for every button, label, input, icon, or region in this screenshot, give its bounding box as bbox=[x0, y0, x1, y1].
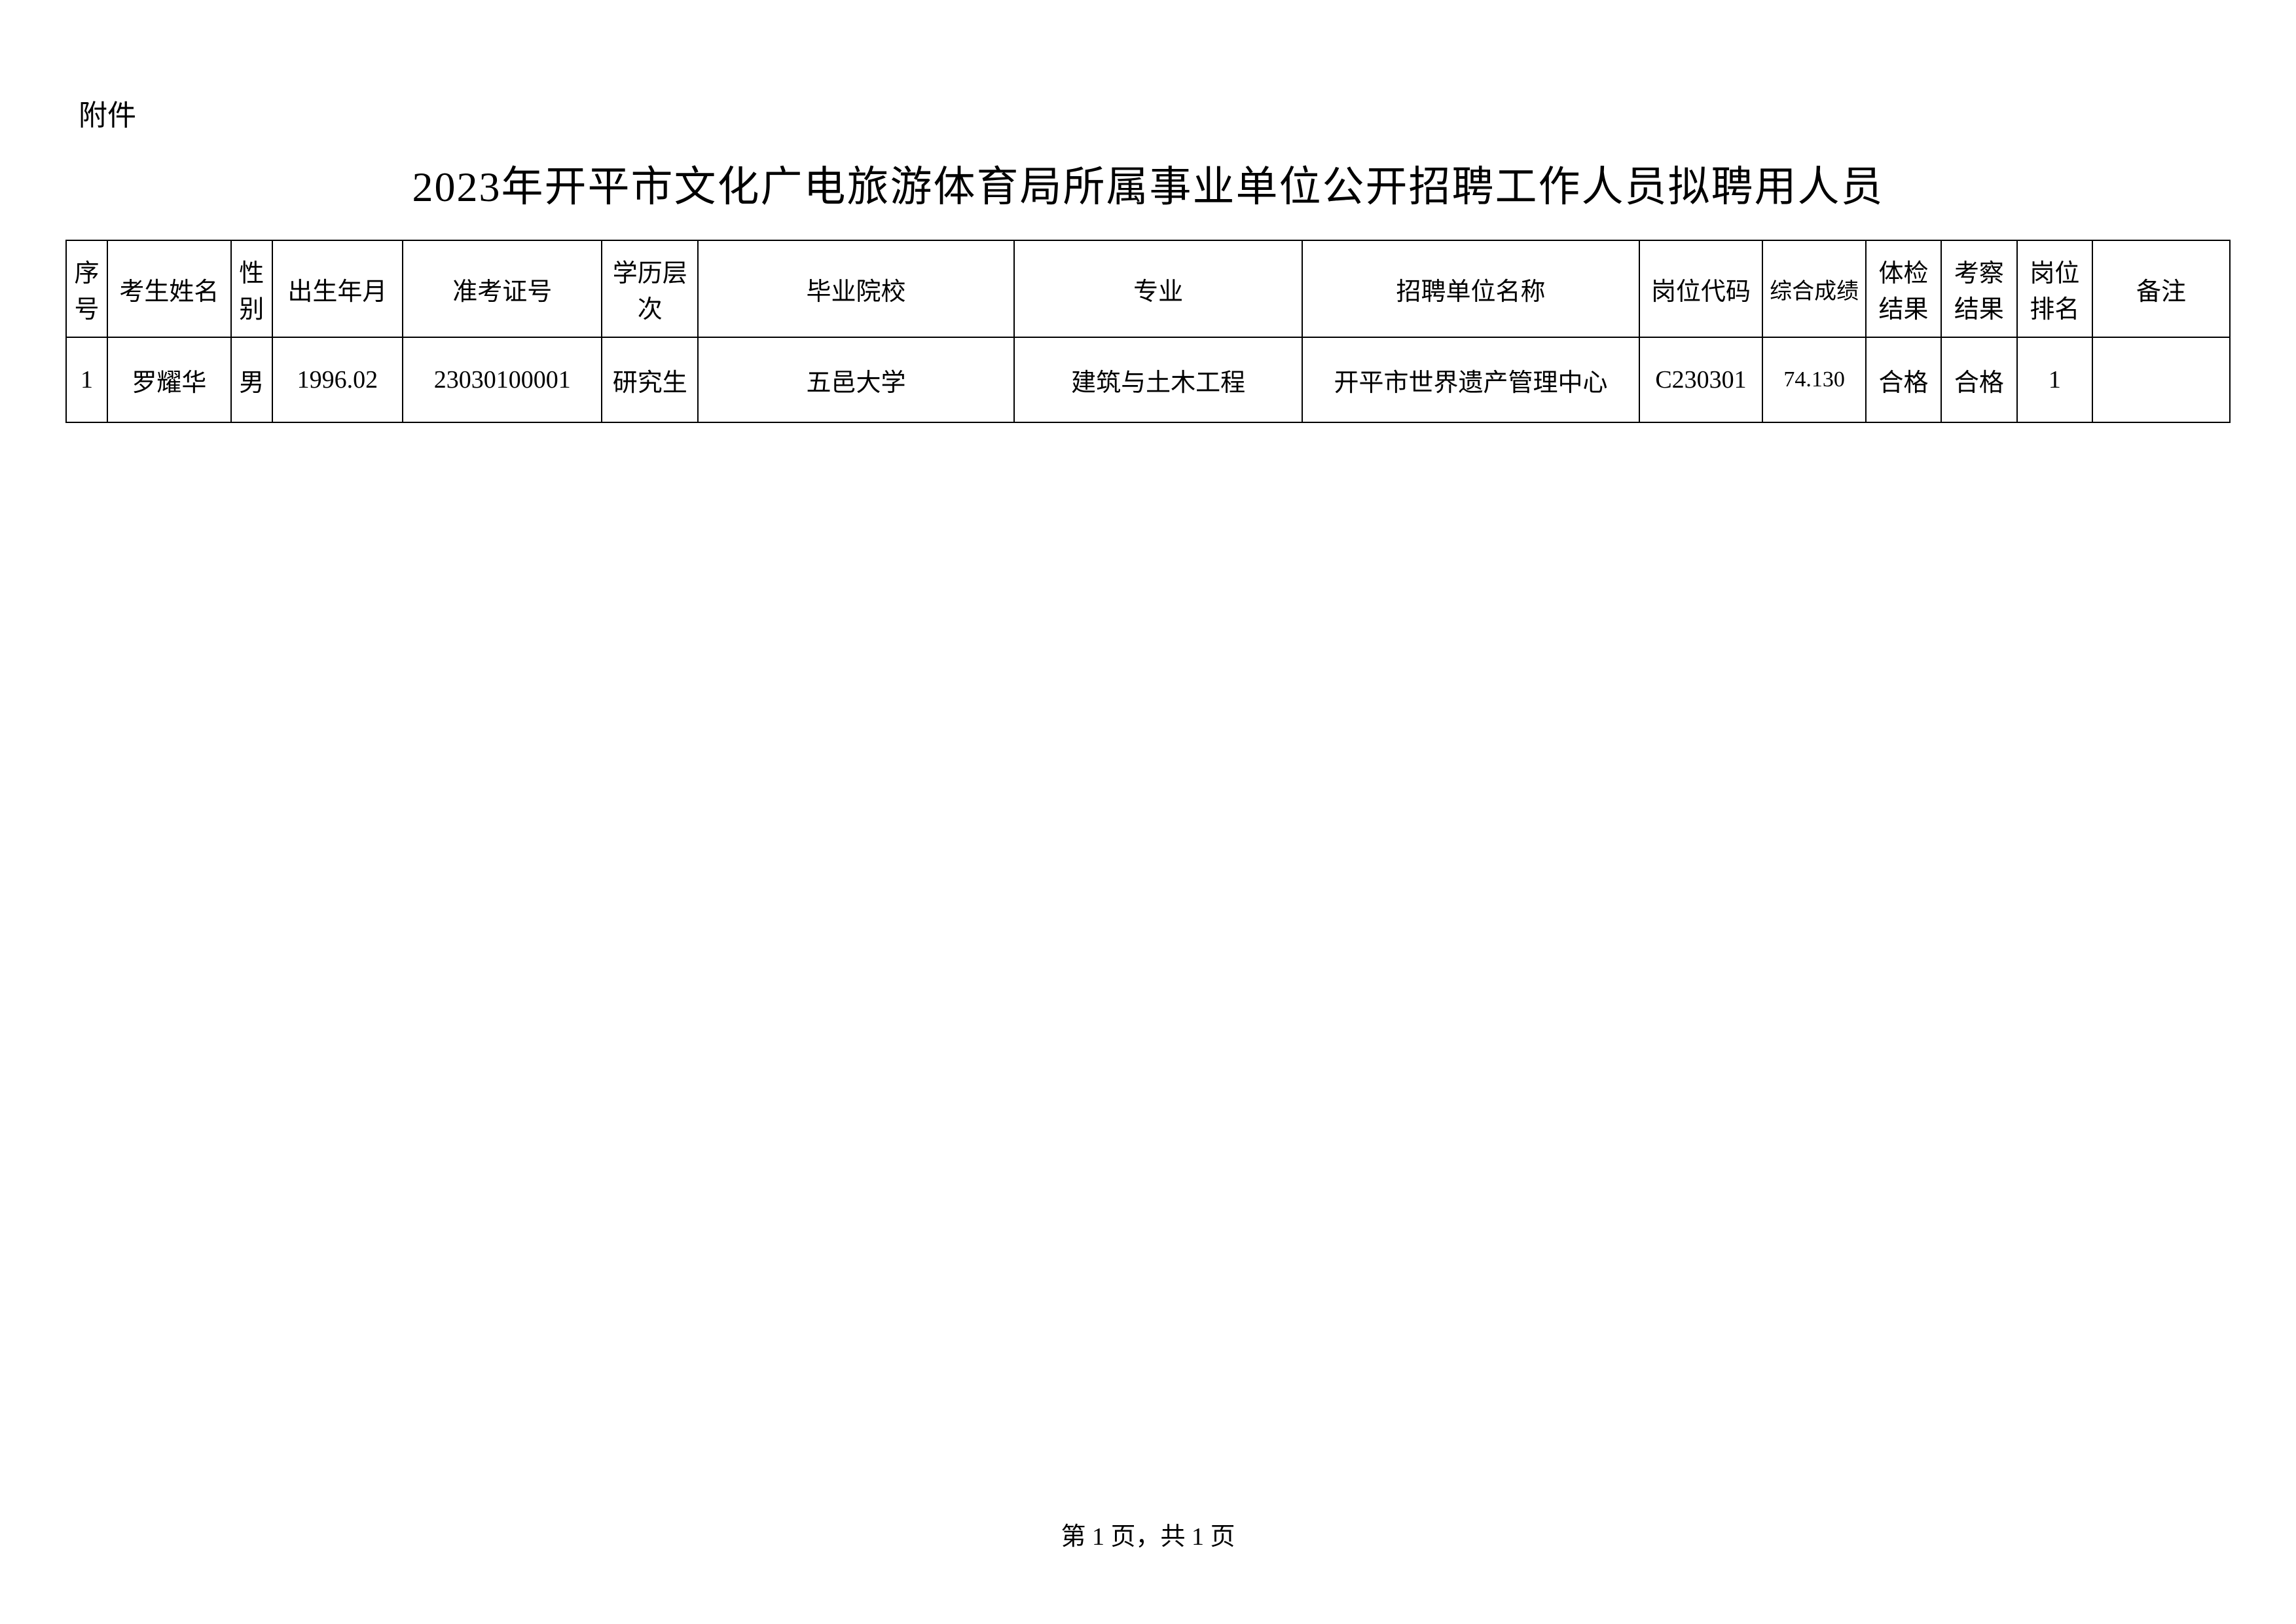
cell-school: 五邑大学 bbox=[698, 337, 1014, 422]
col-header-remark: 备注 bbox=[2092, 240, 2230, 337]
cell-name: 罗耀华 bbox=[107, 337, 231, 422]
table-row: 1 罗耀华 男 1996.02 23030100001 研究生 五邑大学 建筑与… bbox=[66, 337, 2230, 422]
attachment-label: 附件 bbox=[79, 92, 2231, 134]
col-header-unit: 招聘单位名称 bbox=[1302, 240, 1639, 337]
cell-seq: 1 bbox=[66, 337, 107, 422]
col-header-physical: 体检结果 bbox=[1866, 240, 1941, 337]
col-header-birth: 出生年月 bbox=[272, 240, 403, 337]
cell-major: 建筑与土木工程 bbox=[1014, 337, 1303, 422]
col-header-school: 毕业院校 bbox=[698, 240, 1014, 337]
personnel-table: 序号 考生姓名 性别 出生年月 准考证号 学历层次 毕业院校 专业 招聘单位名称… bbox=[65, 240, 2231, 423]
page-footer: 第 1 页，共 1 页 bbox=[0, 1516, 2296, 1552]
col-header-post-code: 岗位代码 bbox=[1639, 240, 1763, 337]
cell-rank: 1 bbox=[2017, 337, 2092, 422]
cell-inspect: 合格 bbox=[1941, 337, 2016, 422]
cell-physical: 合格 bbox=[1866, 337, 1941, 422]
cell-birth: 1996.02 bbox=[272, 337, 403, 422]
cell-edu: 研究生 bbox=[602, 337, 698, 422]
col-header-inspect: 考察结果 bbox=[1941, 240, 2016, 337]
col-header-exam-no: 准考证号 bbox=[403, 240, 602, 337]
col-header-major: 专业 bbox=[1014, 240, 1303, 337]
page-title: 2023年开平市文化广电旅游体育局所属事业单位公开招聘工作人员拟聘用人员 bbox=[65, 153, 2231, 213]
cell-score: 74.130 bbox=[1762, 337, 1865, 422]
table-header-row: 序号 考生姓名 性别 出生年月 准考证号 学历层次 毕业院校 专业 招聘单位名称… bbox=[66, 240, 2230, 337]
cell-gender: 男 bbox=[231, 337, 272, 422]
col-header-seq: 序号 bbox=[66, 240, 107, 337]
cell-unit: 开平市世界遗产管理中心 bbox=[1302, 337, 1639, 422]
col-header-gender: 性别 bbox=[231, 240, 272, 337]
col-header-score: 综合成绩 bbox=[1762, 240, 1865, 337]
col-header-name: 考生姓名 bbox=[107, 240, 231, 337]
col-header-rank: 岗位排名 bbox=[2017, 240, 2092, 337]
cell-remark bbox=[2092, 337, 2230, 422]
cell-exam-no: 23030100001 bbox=[403, 337, 602, 422]
cell-post-code: C230301 bbox=[1639, 337, 1763, 422]
col-header-edu: 学历层次 bbox=[602, 240, 698, 337]
